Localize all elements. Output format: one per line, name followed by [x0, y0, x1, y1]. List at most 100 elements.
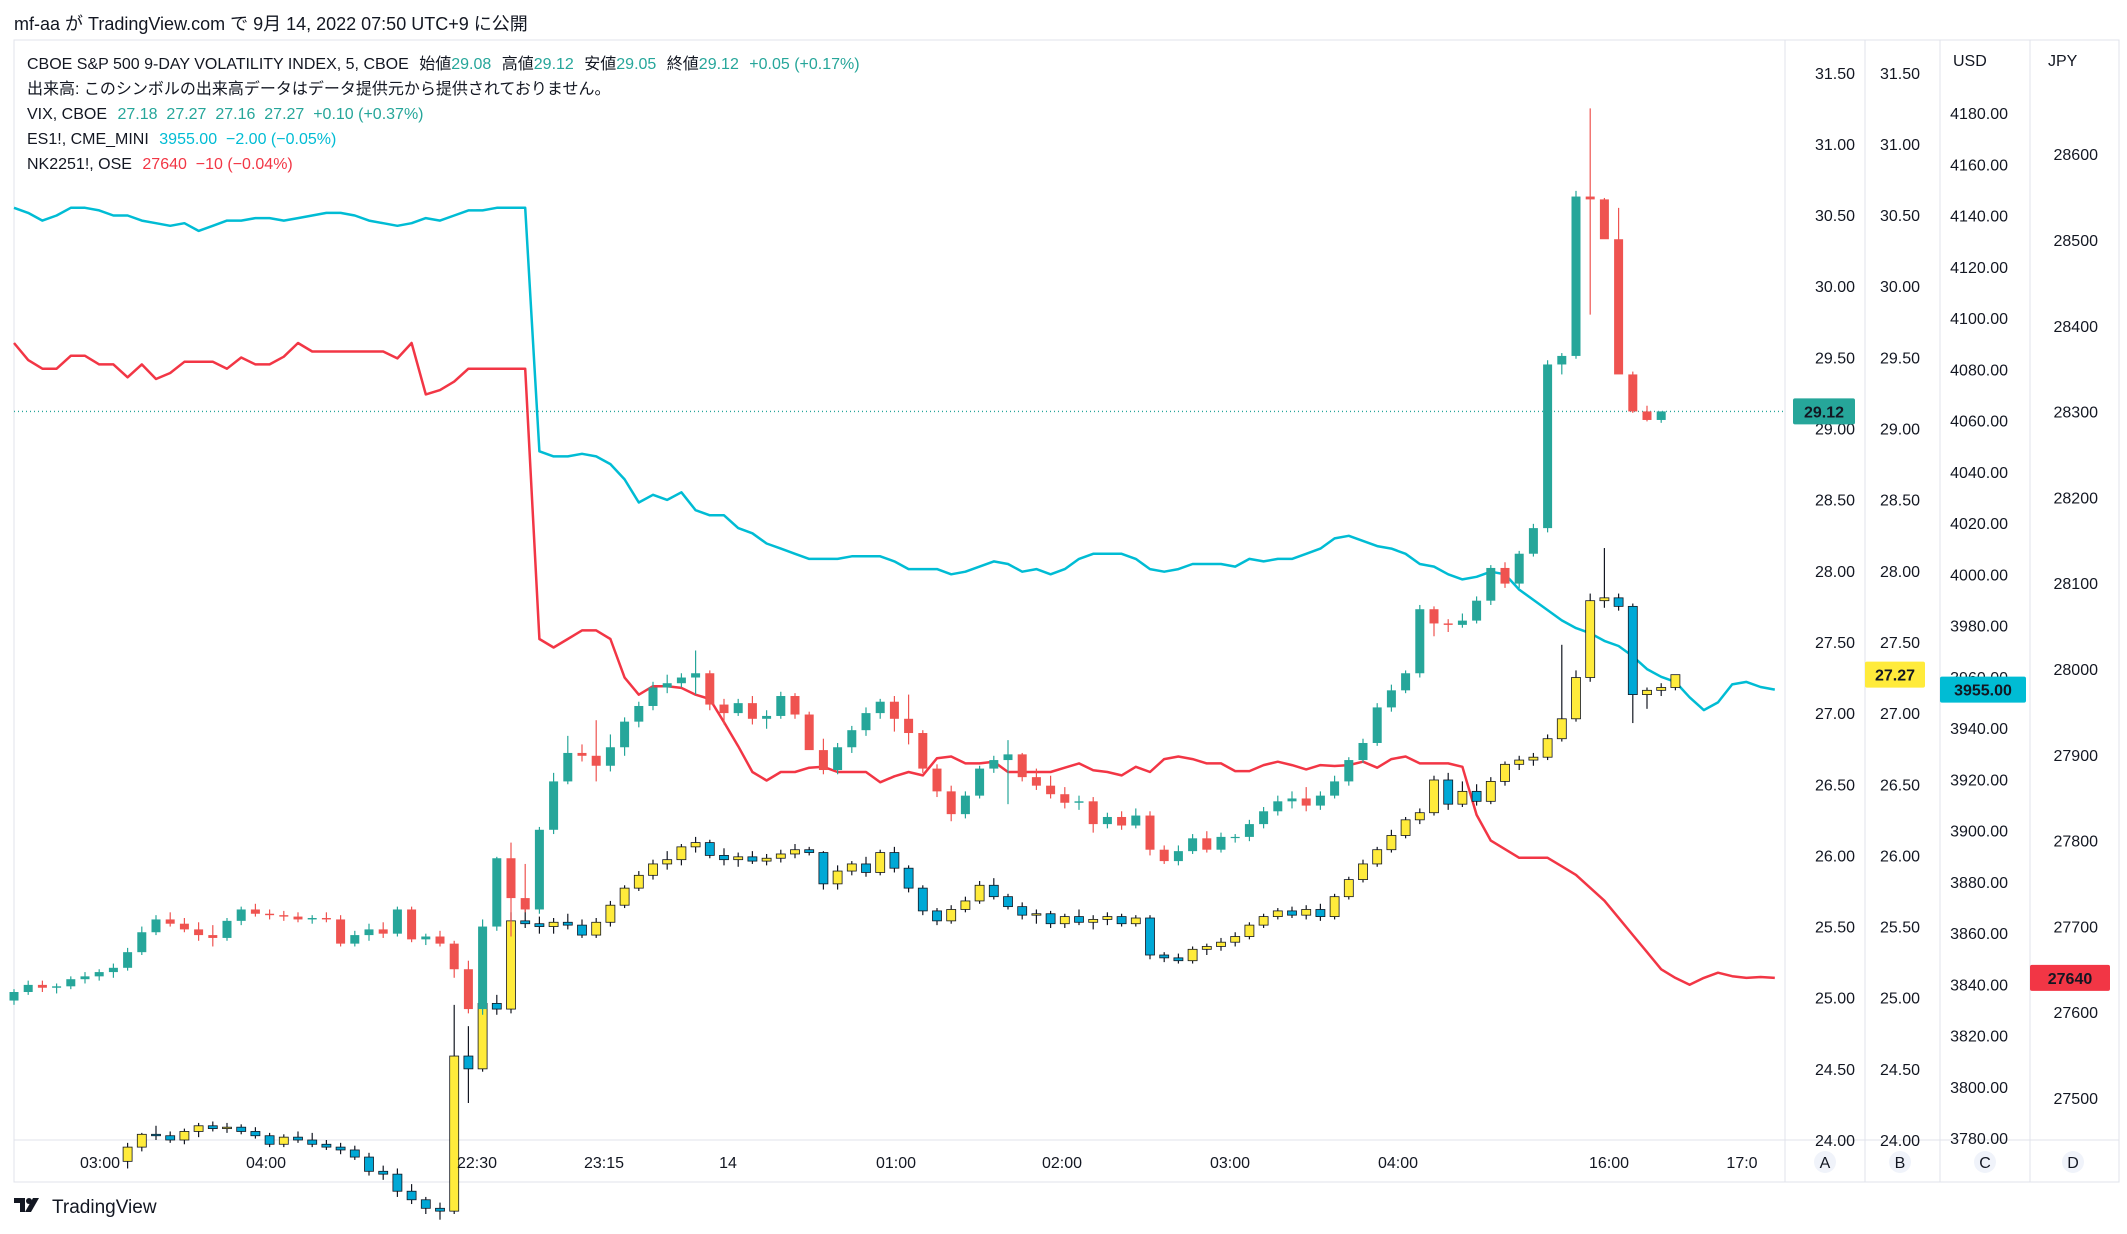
axis-b-tick-12: 25.50	[1880, 920, 1920, 937]
scale-tag-bg-d	[2062, 1151, 2084, 1173]
vix-candles-candle-21	[420, 1199, 431, 1209]
vix-candles-candle-106	[1627, 605, 1638, 696]
vix-candles-candle-64	[1031, 913, 1042, 916]
main-candles-candle-55	[790, 696, 800, 715]
main-candles-candle-98	[1401, 673, 1411, 691]
vix-candles-candle-5	[193, 1125, 204, 1132]
vix-candles-candle-18	[378, 1170, 389, 1175]
legend-open-label: 始値	[419, 56, 452, 73]
axis-b-tick-3: 30.00	[1880, 279, 1920, 296]
legend-open: 29.08	[451, 56, 492, 73]
vix-candles-candle-85	[1329, 896, 1340, 917]
axis-a-tick-0: 31.50	[1815, 66, 1855, 83]
plot-area[interactable]	[9, 108, 1786, 1220]
axis-a-tick-9: 27.00	[1815, 706, 1855, 723]
legend-es[interactable]: ES1!, CME_MINI 3955.00 −2.00 (−0.05%)	[27, 127, 860, 152]
legend-nk-values: 27640 −10 (−0.04%)	[142, 156, 293, 173]
main-candles-candle-111	[1585, 196, 1595, 200]
vix-candles-candle-26	[491, 1002, 502, 1010]
axis-c-last-value: 3955.00	[1954, 683, 2012, 700]
main-candles-candle-76	[1088, 801, 1098, 825]
vix-candles-candle-103	[1585, 600, 1596, 678]
legend-nk[interactable]: NK2251!, OSE 27640 −10 (−0.04%)	[27, 152, 860, 177]
axis-d-last-tag	[2030, 964, 2110, 991]
vix-candles-candle-86	[1343, 879, 1354, 898]
axis-c-tick-20: 3780.00	[1950, 1131, 2008, 1148]
vix-candles-candle-43	[733, 856, 744, 861]
vix-candles-candle-19	[392, 1173, 403, 1192]
axis-c-tick-12: 3940.00	[1950, 721, 2008, 738]
legend-vix[interactable]: VIX, CBOE 27.18 27.27 27.16 27.27 +0.10 …	[27, 102, 860, 127]
main-candles-candle-104	[1486, 567, 1496, 601]
main-candles-candle-67	[960, 795, 970, 815]
vix-candles-candle-57	[932, 910, 942, 922]
legend-vix-values: 27.18 27.27 27.16 27.27 +0.10 (+0.37%)	[117, 106, 424, 123]
vix-candles-candle-4	[179, 1131, 190, 1141]
vix-candles-candle-66	[1059, 916, 1070, 925]
main-candles-candle-79	[1131, 815, 1141, 826]
axis-b-tick-8: 27.50	[1880, 635, 1920, 652]
main-candles-candle-112	[1599, 199, 1609, 240]
legend-es-label: ES1!, CME_MINI	[27, 131, 149, 148]
vix-candles-candle-108	[1656, 687, 1667, 691]
axis-b-tick-11: 26.00	[1880, 848, 1920, 865]
main-candles-candle-60	[861, 713, 871, 731]
vix-candles-candle-75	[1187, 948, 1198, 962]
axis-b-tick-7: 28.00	[1880, 564, 1920, 581]
main-candles-candle-99	[1415, 609, 1425, 674]
main-candles-candle-7	[108, 967, 118, 973]
main-candles-candle-72	[1031, 777, 1041, 786]
main-candles-candle-87	[1244, 824, 1254, 837]
vix-candles-candle-31	[562, 921, 573, 926]
main-candles-candle-91	[1301, 798, 1311, 806]
axis-b-last-tag	[1865, 661, 1925, 688]
main-candles-candle-21	[307, 918, 317, 920]
footer-brand: TradingView	[52, 1197, 157, 1218]
legend-low: 29.05	[616, 56, 657, 73]
vix-candles-candle-54	[889, 852, 900, 869]
axis-c-tick-15: 3880.00	[1950, 875, 2008, 892]
main-candles-candle-81	[1159, 849, 1169, 862]
main-candles-candle-26	[378, 929, 388, 934]
main-candles-candle-51	[733, 703, 743, 714]
main-candles-candle-78	[1117, 816, 1127, 826]
axis-c-tick-8: 4020.00	[1950, 516, 2008, 533]
axis-a-tick-11: 26.00	[1815, 848, 1855, 865]
main-candles-candle-62	[889, 701, 899, 719]
axis-b-tick-2: 30.50	[1880, 208, 1920, 225]
main-candles-candle-105	[1500, 567, 1510, 584]
main-candles-candle-83	[1188, 838, 1198, 852]
main-candles-candle-75	[1074, 801, 1084, 803]
main-candles-candle-64	[918, 733, 928, 769]
axis-d-last-value: 27640	[2048, 971, 2093, 988]
main-candles-candle-30	[435, 936, 445, 944]
main-candles-candle-37	[534, 829, 544, 910]
vix-candles-candle-99	[1528, 756, 1539, 761]
scale-tag-a: A	[1820, 1155, 1831, 1172]
main-candles-candle-94	[1344, 760, 1354, 782]
axis-c-tick-13: 3920.00	[1950, 772, 2008, 789]
main-candles-candle-59	[847, 730, 857, 748]
axis-c-tick-4: 4100.00	[1950, 311, 2008, 328]
vix-candles-candle-97	[1500, 763, 1510, 782]
main-candles-candle-80	[1145, 815, 1155, 850]
axis-a-last-value: 29.12	[1804, 404, 1844, 421]
main-candles-candle-95	[1358, 742, 1368, 761]
scale-tag-bg-c	[1974, 1151, 1996, 1173]
vix-candles-candle-96	[1485, 781, 1496, 802]
main-candles-candle-52	[747, 703, 757, 719]
vix-candles-candle-71	[1130, 917, 1141, 925]
legend-main[interactable]: CBOE S&P 500 9-DAY VOLATILITY INDEX, 5, …	[27, 52, 860, 77]
legend-close-label: 終値	[666, 56, 699, 73]
time-label-2: 22:30	[457, 1155, 497, 1172]
axis-d-tick-7: 27900	[2054, 748, 2099, 765]
nk-line	[13, 341, 1775, 986]
axis-a-tick-10: 26.50	[1815, 777, 1855, 794]
vix-candles-candle-49	[818, 852, 829, 885]
axis-d-tick-10: 27600	[2054, 1005, 2099, 1022]
axis-c-tick-17: 3840.00	[1950, 977, 2008, 994]
main-candles-candle-74	[1060, 794, 1070, 803]
vix-candles-candle-92	[1429, 779, 1439, 814]
main-candles-candle-71	[1017, 754, 1027, 778]
